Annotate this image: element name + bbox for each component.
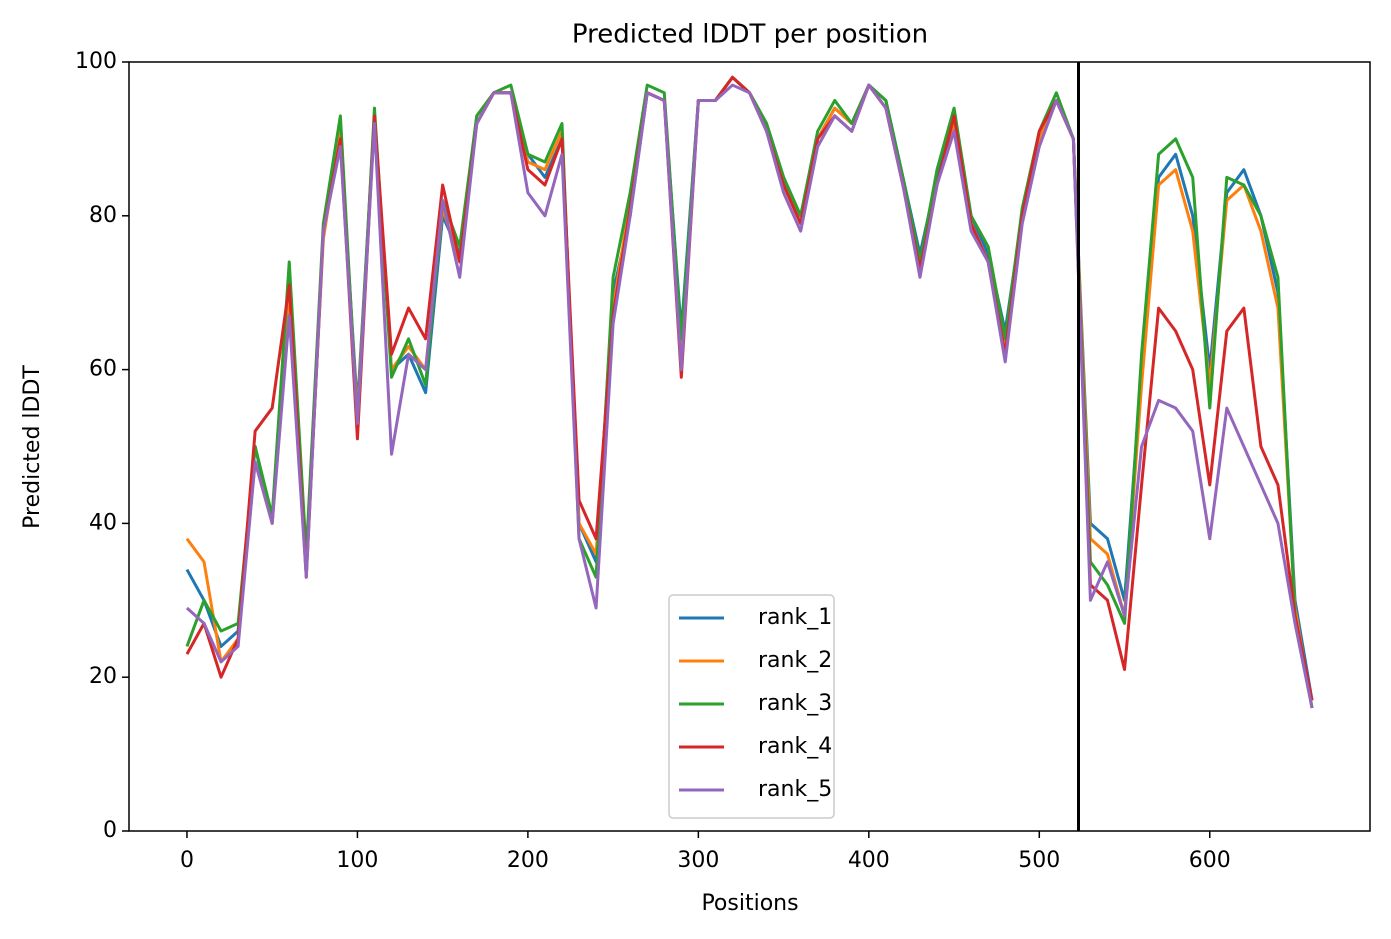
y-tick-label: 0 xyxy=(103,818,117,843)
x-tick-label: 0 xyxy=(180,848,194,873)
y-tick-label: 20 xyxy=(89,664,117,689)
x-tick-label: 300 xyxy=(677,848,719,873)
y-axis-label: Predicted lDDT xyxy=(20,365,45,529)
y-tick-label: 40 xyxy=(89,510,117,535)
x-tick-label: 400 xyxy=(848,848,890,873)
legend-label: rank_4 xyxy=(758,734,832,759)
plot-frame xyxy=(128,61,1371,832)
chart-title: Predicted lDDT per position xyxy=(572,20,928,50)
legend-label: rank_3 xyxy=(758,691,832,716)
legend-label: rank_5 xyxy=(758,777,832,802)
series-line xyxy=(185,83,1314,709)
x-tick-label: 500 xyxy=(1018,848,1060,873)
y-tick-label: 100 xyxy=(75,49,117,74)
legend-label: rank_2 xyxy=(758,648,832,673)
legend-box xyxy=(668,594,835,819)
x-tick-label: 200 xyxy=(507,848,549,873)
y-tick-label: 80 xyxy=(89,203,117,228)
x-tick-label: 600 xyxy=(1189,848,1231,873)
x-tick-label: 100 xyxy=(336,848,378,873)
y-tick-label: 60 xyxy=(89,357,117,382)
legend-label: rank_1 xyxy=(758,605,832,630)
x-axis-label: Positions xyxy=(701,891,798,916)
